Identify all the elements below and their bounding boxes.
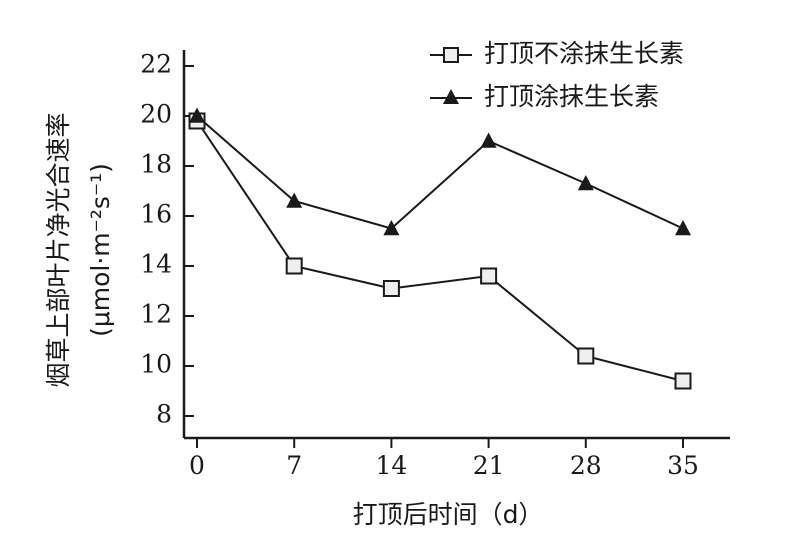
y-tick-label: 10 <box>140 350 172 379</box>
x-axis-title: 打顶后时间（d） <box>353 500 544 529</box>
y-tick-label: 20 <box>140 100 172 129</box>
legend-item-series-2: 打顶涂抹生长素 <box>430 82 659 111</box>
y-tick-label: 22 <box>140 50 172 79</box>
triangle-marker <box>480 132 497 148</box>
y-axis-title: 烟草上部叶片净光合速率 <box>44 112 73 387</box>
legend-label-series-2: 打顶涂抹生长素 <box>484 82 659 111</box>
triangle-marker <box>675 220 691 236</box>
legend-label-series-1: 打顶不涂抹生长素 <box>484 39 684 68</box>
x-tick-label: 14 <box>375 451 407 480</box>
series-line-2 <box>196 115 684 230</box>
x-tick-label: 0 <box>189 451 205 480</box>
square-marker <box>480 267 498 285</box>
x-tick-label: 28 <box>570 451 602 480</box>
series-line-1 <box>196 120 684 382</box>
square-marker <box>285 257 303 275</box>
legend-marker-square <box>443 47 459 63</box>
y-tick-label: 14 <box>140 250 172 279</box>
y-tick-label: 16 <box>140 200 172 229</box>
triangle-marker <box>286 192 303 208</box>
x-tick-label: 35 <box>667 451 699 480</box>
x-tick-label: 7 <box>286 451 302 480</box>
square-marker <box>382 280 400 297</box>
y-axis-unit: (μmol·m⁻²s⁻¹) <box>86 163 115 337</box>
y-axis-ticks: 8 10 12 14 16 18 20 22 <box>140 50 194 429</box>
y-tick-label: 18 <box>140 150 172 179</box>
y-tick-label: 8 <box>156 400 172 429</box>
legend: 打顶不涂抹生长素 打顶涂抹生长素 <box>430 39 684 111</box>
triangle-marker <box>189 107 205 123</box>
legend-marker-triangle <box>443 89 459 104</box>
square-marker <box>674 372 692 390</box>
x-axis-ticks: 0 7 14 21 28 35 <box>189 438 699 480</box>
triangle-marker <box>577 175 594 191</box>
y-tick-label: 12 <box>140 300 172 329</box>
series-layer <box>188 107 692 390</box>
x-tick-label: 21 <box>473 451 505 480</box>
triangle-marker <box>383 220 400 236</box>
square-marker <box>577 347 595 365</box>
legend-item-series-1: 打顶不涂抹生长素 <box>430 39 684 68</box>
